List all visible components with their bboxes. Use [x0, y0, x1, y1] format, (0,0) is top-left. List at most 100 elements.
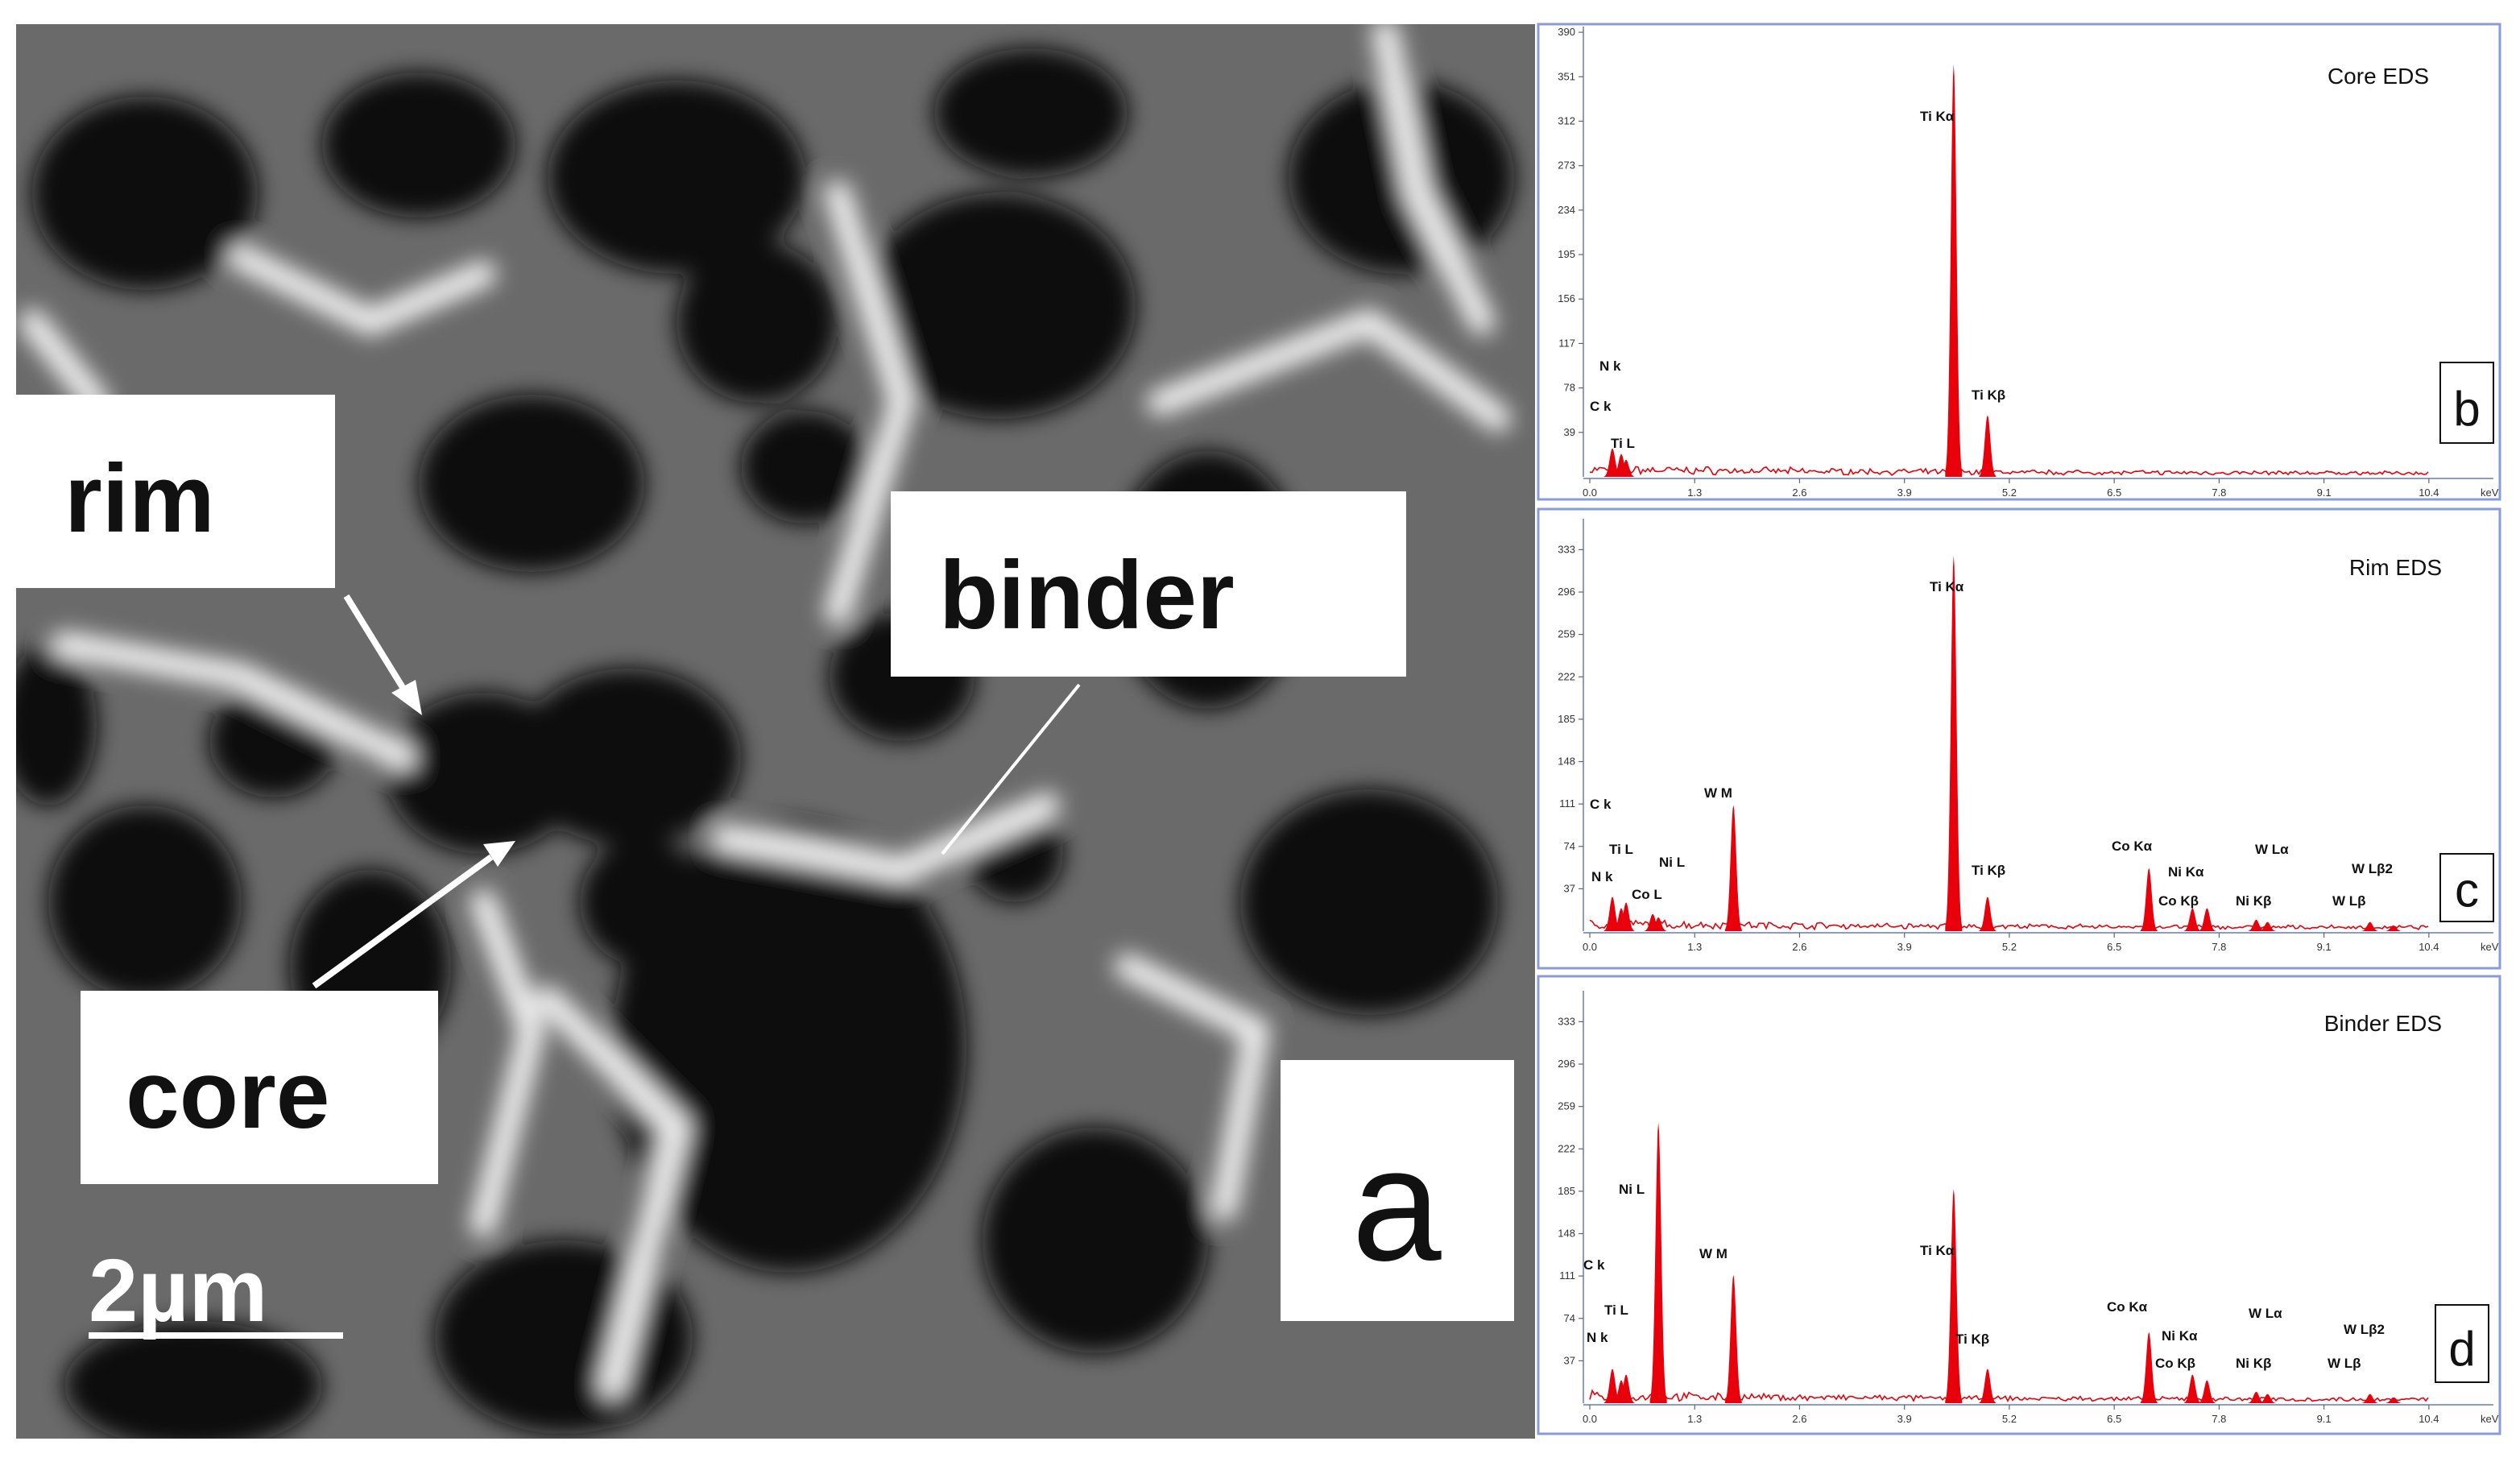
x-tick-label: 2.6 — [1792, 1413, 1806, 1425]
y-tick-label: 156 — [1558, 292, 1575, 304]
y-tick-label: 148 — [1558, 1228, 1575, 1240]
chart-title: Rim EDS — [2349, 555, 2442, 580]
peak-label: Co Kα — [2112, 839, 2153, 854]
y-tick-label: 74 — [1564, 840, 1575, 852]
x-tick-label: 1.3 — [1687, 941, 1702, 953]
label-box — [16, 395, 335, 588]
panel-box — [2435, 1304, 2489, 1383]
peak — [2385, 925, 2402, 931]
peak-label: Ni Kβ — [2236, 1356, 2271, 1371]
y-tick-label: 111 — [1559, 797, 1575, 810]
y-tick-label: 222 — [1558, 670, 1575, 682]
x-tick-label: 0.0 — [1583, 1413, 1597, 1425]
panel — [1537, 507, 2501, 970]
peak — [2258, 921, 2277, 931]
x-tick-label: 6.5 — [2107, 487, 2121, 499]
peak-label: W Lβ — [2332, 893, 2366, 909]
peak — [1945, 1189, 1963, 1403]
peak — [1979, 415, 1997, 477]
peak — [1945, 555, 1963, 931]
x-tick-label: 9.1 — [2317, 487, 2332, 499]
panel-box — [2439, 362, 2494, 444]
peak-label: Ti Kβ — [1972, 863, 2005, 878]
chart-title: Binder EDS — [2324, 1011, 2442, 1036]
x-tick-label: 9.1 — [2317, 941, 2332, 953]
sem-image: rim binder core 2µm a — [16, 24, 1535, 1439]
peak-label: Ni Kα — [2162, 1328, 2198, 1344]
peak-label: Ti L — [1604, 1302, 1628, 1318]
y-tick-label: 234 — [1558, 204, 1575, 216]
peak-label: C k — [1583, 1257, 1605, 1273]
x-tick-label: 5.2 — [2002, 1413, 2017, 1425]
y-tick-label: 111 — [1559, 1269, 1575, 1282]
peak — [2361, 921, 2379, 931]
y-tick-label: 78 — [1564, 382, 1575, 394]
peak-label: Ti Kβ — [1972, 387, 2005, 403]
y-tick-label: 351 — [1558, 70, 1575, 82]
peak — [1617, 459, 1635, 477]
peak-label: Ti L — [1609, 842, 1633, 857]
peak — [1724, 805, 1742, 931]
peak — [1612, 908, 1630, 931]
x-tick-label: 5.2 — [2002, 941, 2017, 953]
peak-label: Co Kβ — [2155, 1356, 2195, 1371]
x-tick-label: 2.6 — [1792, 941, 1806, 953]
x-tick-label: 2.6 — [1792, 487, 1806, 499]
panel-label: c — [2455, 863, 2479, 917]
label-box — [81, 991, 438, 1184]
peak-label: W Lβ — [2328, 1356, 2361, 1371]
peak — [2198, 908, 2216, 931]
panel — [1537, 23, 2501, 501]
peak-label: W Lβ2 — [2352, 861, 2393, 876]
peak-label: Ni L — [1659, 855, 1685, 870]
x-axis-label: keV — [2481, 487, 2499, 499]
y-tick-label: 222 — [1558, 1142, 1575, 1154]
x-tick-label: 7.8 — [2212, 941, 2226, 953]
peak-label: N k — [1591, 869, 1613, 884]
x-tick-label: 0.0 — [1583, 941, 1597, 953]
chart-title: Core EDS — [2328, 64, 2429, 89]
peak — [1649, 1122, 1667, 1403]
peak — [2361, 1394, 2379, 1403]
peak-label: W M — [1704, 785, 1732, 801]
peak — [2247, 1391, 2265, 1403]
binder-label: binder — [939, 541, 1235, 649]
peak-label: Ti Kα — [1920, 1243, 1955, 1258]
peak — [2183, 908, 2201, 931]
y-tick-label: 273 — [1558, 159, 1575, 172]
x-tick-label: 10.4 — [2419, 487, 2439, 499]
panel — [1537, 975, 2501, 1435]
peak-label: Ti Kα — [1930, 579, 1964, 594]
peak-label: W Lα — [2249, 1306, 2282, 1321]
x-tick-label: 9.1 — [2317, 1413, 2332, 1425]
x-tick-label: 1.3 — [1687, 487, 1702, 499]
scale-bar-label: 2µm — [89, 1241, 267, 1340]
y-tick-label: 37 — [1564, 1354, 1575, 1366]
peak — [2183, 1374, 2201, 1403]
x-tick-label: 10.4 — [2419, 941, 2439, 953]
x-tick-label: 3.9 — [1897, 1413, 1912, 1425]
y-tick-label: 74 — [1564, 1312, 1575, 1324]
panel-label: d — [2448, 1322, 2475, 1376]
peak — [1603, 1369, 1621, 1403]
peak-label: C k — [1590, 399, 1612, 414]
y-tick-label: 390 — [1558, 26, 1575, 38]
peak — [1945, 64, 1963, 477]
peak-label: W Lα — [2255, 842, 2289, 857]
peak — [2258, 1394, 2277, 1403]
x-tick-label: 5.2 — [2002, 487, 2017, 499]
core-label: core — [126, 1041, 329, 1149]
peak — [2198, 1380, 2216, 1403]
y-tick-label: 312 — [1558, 114, 1575, 126]
x-tick-label: 6.5 — [2107, 941, 2121, 953]
peak-label: N k — [1599, 358, 1621, 374]
x-tick-label: 0.0 — [1583, 487, 1597, 499]
x-tick-label: 10.4 — [2419, 1413, 2439, 1425]
peak — [2247, 919, 2265, 931]
y-tick-label: 259 — [1558, 1100, 1575, 1112]
x-tick-label: 7.8 — [2212, 487, 2226, 499]
noise-baseline — [1589, 464, 2429, 477]
x-tick-label: 6.5 — [2107, 1413, 2121, 1425]
arrows — [312, 594, 1081, 989]
